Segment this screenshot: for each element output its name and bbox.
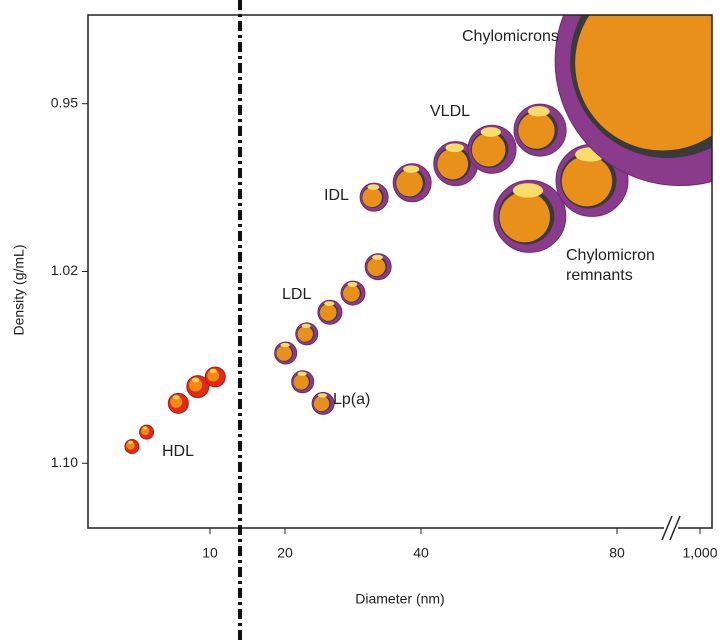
particle-cap <box>368 184 380 190</box>
x-tick-label: 80 <box>609 545 625 561</box>
particle-cap <box>298 372 307 376</box>
particle-cap <box>281 343 290 347</box>
chart-svg: Diameter (nm) Density (g/mL) 10 20 40 80 1,0… <box>0 0 720 640</box>
particle <box>125 439 139 453</box>
particle <box>365 254 391 280</box>
particle-cap <box>318 393 327 397</box>
particle <box>360 183 388 211</box>
particle-core <box>518 112 554 148</box>
particle <box>468 125 516 173</box>
particle <box>494 180 566 252</box>
particle-cap <box>481 127 501 137</box>
particle-core <box>500 192 550 242</box>
particle <box>514 104 566 156</box>
series-label: HDL <box>162 442 194 462</box>
plot-area <box>125 0 720 453</box>
particle-core <box>367 258 385 276</box>
particle-cap <box>513 183 543 197</box>
series-label: IDL <box>324 186 349 206</box>
particle <box>140 425 154 439</box>
particle-core <box>362 188 382 208</box>
particle <box>393 164 431 202</box>
particle <box>292 371 314 393</box>
x-tick-label: 10 <box>202 545 218 561</box>
particle-core <box>343 285 360 302</box>
y-tick-label: 1.02 <box>51 262 78 278</box>
particle-core <box>276 346 291 361</box>
series-label: LDL <box>282 285 311 305</box>
y-tick-label: 1.10 <box>51 454 78 470</box>
x-tick-label: 40 <box>413 545 429 561</box>
y-tick-label: 0.95 <box>51 94 78 110</box>
x-tick-label: 1,000 <box>682 545 717 561</box>
particle-cap <box>192 378 200 383</box>
particle-cap <box>324 301 334 306</box>
particle <box>312 392 334 414</box>
series-label: Chylomicrons <box>462 27 559 47</box>
x-tick-label: 20 <box>277 545 293 561</box>
particle-core <box>320 304 337 321</box>
series-label: Chylomicron remnants <box>566 246 676 286</box>
series-label: Lp(a) <box>333 390 370 410</box>
particle-cap <box>347 282 357 287</box>
particle-cap <box>143 426 148 429</box>
particle-cap <box>302 324 311 328</box>
particle <box>318 300 342 324</box>
particle-core <box>437 149 468 180</box>
series-label: VLDL <box>430 102 470 122</box>
particle-cap <box>372 255 383 260</box>
particle <box>168 393 188 413</box>
particle <box>205 367 225 387</box>
particle-cap <box>403 165 419 173</box>
particle-cap <box>210 369 217 373</box>
particle <box>275 342 297 364</box>
particle-cap <box>128 441 133 444</box>
particle <box>296 323 318 345</box>
particle-cap <box>445 143 463 152</box>
particle-core <box>298 326 313 341</box>
particle-core <box>472 133 506 167</box>
particle-core <box>314 396 329 411</box>
x-axis-label: Diameter (nm) <box>355 591 444 607</box>
chart: Diameter (nm) Density (g/mL) 10 20 40 80 1,0… <box>0 0 720 640</box>
y-axis-label: Density (g/mL) <box>11 244 27 335</box>
particle-core <box>293 374 308 389</box>
axis-break <box>662 516 680 540</box>
particle-core <box>562 156 612 206</box>
particle-core <box>396 170 423 197</box>
particle-cap <box>173 395 180 399</box>
particle-cap <box>528 106 550 116</box>
particle <box>341 281 365 305</box>
